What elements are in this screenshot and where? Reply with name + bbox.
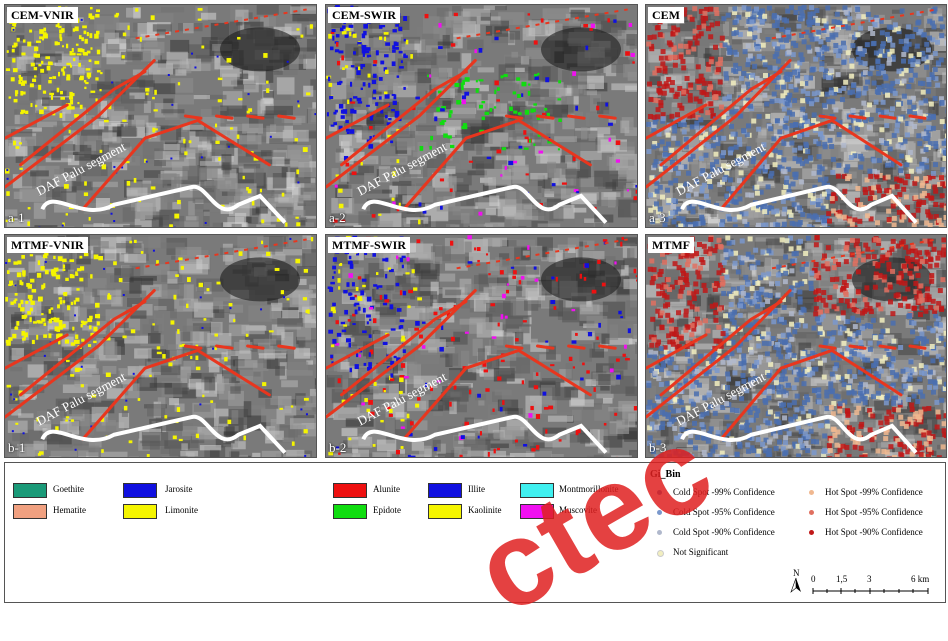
scale-tick-0: 0 bbox=[811, 573, 816, 585]
north-arrow-icon: N bbox=[789, 567, 803, 593]
scale-bar bbox=[811, 587, 931, 595]
panel-id: a-3 bbox=[649, 211, 666, 225]
legend-swatch-epidote bbox=[333, 504, 367, 519]
legend-label-jarosite: Jarosite bbox=[165, 483, 193, 495]
map-canvas: DAF Palu segment bbox=[646, 5, 946, 227]
panel-id: a-2 bbox=[329, 211, 346, 225]
panel-title: CEM-SWIR bbox=[328, 7, 400, 23]
panel-title: MTMF bbox=[648, 237, 694, 253]
legend-swatch-limonite bbox=[123, 504, 157, 519]
gi-dot-hot-95 bbox=[809, 510, 814, 515]
legend-label-goethite: Goethite bbox=[53, 483, 84, 495]
map-canvas: DAF Palu segment bbox=[646, 235, 946, 457]
legend-swatch-alunite bbox=[333, 483, 367, 498]
legend-label-alunite: Alunite bbox=[373, 483, 400, 495]
map-canvas: DAF Palu segment bbox=[326, 235, 637, 457]
panel-id: b-2 bbox=[329, 441, 346, 455]
gi-label-hot-95: Hot Spot -95% Confidence bbox=[825, 506, 923, 518]
panel-title: MTMF-VNIR bbox=[7, 237, 88, 253]
map-canvas: DAF Palu segment bbox=[326, 5, 637, 227]
map-canvas: DAF Palu segment bbox=[5, 235, 316, 457]
legend-label-limonite: Limonite bbox=[165, 504, 198, 516]
panel-title: CEM bbox=[648, 7, 684, 23]
scale-tick-3: 6 km bbox=[911, 573, 929, 585]
scale-tick-1: 1,5 bbox=[836, 573, 847, 585]
scale-tick-2: 3 bbox=[867, 573, 872, 585]
legend-swatch-jarosite bbox=[123, 483, 157, 498]
map-canvas: DAF Palu segment bbox=[5, 5, 316, 227]
legend-label-illite: Illite bbox=[468, 483, 485, 495]
legend-swatch-illite bbox=[428, 483, 462, 498]
panel-title: CEM-VNIR bbox=[7, 7, 78, 23]
gi-label-hot-99: Hot Spot -99% Confidence bbox=[825, 486, 923, 498]
legend-swatch-goethite bbox=[13, 483, 47, 498]
panel-title: MTMF-SWIR bbox=[328, 237, 410, 253]
gi-dot-hot-99 bbox=[809, 490, 814, 495]
legend-swatch-kaolinite bbox=[428, 504, 462, 519]
gi-dot-hot-90 bbox=[809, 530, 814, 535]
legend-label-hematite: Hematite bbox=[53, 504, 86, 516]
legend-label-epidote: Epidote bbox=[373, 504, 401, 516]
north-label: N bbox=[793, 568, 800, 578]
legend-swatch-hematite bbox=[13, 504, 47, 519]
panel-id: a-1 bbox=[8, 211, 25, 225]
panel-id: b-1 bbox=[8, 441, 25, 455]
gi-label-hot-90: Hot Spot -90% Confidence bbox=[825, 526, 923, 538]
